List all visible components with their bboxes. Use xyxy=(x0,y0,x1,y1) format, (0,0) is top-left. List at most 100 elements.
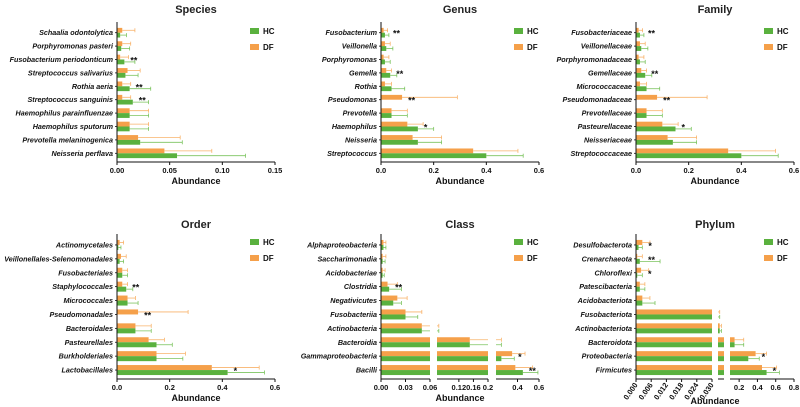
family-bar-hc xyxy=(636,126,676,132)
phylum-x-axis-label: Abundance xyxy=(690,396,739,406)
family-bar-hc xyxy=(636,113,647,118)
family-bar-hc xyxy=(636,72,646,78)
phylum-x-tick-label: 0.8 xyxy=(789,383,799,392)
phylum-category-label: Desulfobacterota xyxy=(573,240,632,249)
species-bar-hc xyxy=(117,72,126,78)
order-bar-df xyxy=(117,253,121,259)
species-significance: ** xyxy=(130,56,138,66)
phylum-legend-df-swatch xyxy=(764,255,773,261)
species-bar-hc xyxy=(117,153,178,159)
genus-x-tick-label: 0.0 xyxy=(376,166,386,175)
class-bar-hc xyxy=(381,314,406,320)
phylum-x-tick-label: 0.018 xyxy=(667,381,685,402)
species-bar-df xyxy=(117,81,123,87)
class-x-axis-label: Abundance xyxy=(435,393,484,403)
phylum-bar-df xyxy=(636,239,643,245)
family-category-label: Neisseriaceae xyxy=(584,135,632,144)
family-bar-df xyxy=(636,94,658,100)
species-x-tick-label: 0.05 xyxy=(162,166,177,175)
phylum-category-label: Bacteroidota xyxy=(588,338,632,347)
class-bar-df xyxy=(381,295,398,301)
phylum-bar-hc xyxy=(636,272,638,278)
species-significance: ** xyxy=(136,82,144,92)
order-legend-df-label: DF xyxy=(263,254,274,263)
phylum-legend-hc-label: HC xyxy=(777,238,789,247)
class-x-tick-label: 0.03 xyxy=(398,383,413,392)
family-bar-df xyxy=(636,148,729,154)
class-category-label: Gammaproteobacteria xyxy=(301,352,377,361)
class-bar-hc xyxy=(381,272,383,278)
order-bar-hc xyxy=(117,272,123,278)
family-significance: ** xyxy=(648,29,656,39)
class-x-tick-label: 0.16 xyxy=(466,383,481,392)
species-bar-df xyxy=(117,94,123,100)
order-legend-hc-label: HC xyxy=(263,238,275,247)
family-category-label: Micrococcaceae xyxy=(576,82,632,91)
class-bar-hc xyxy=(381,342,470,348)
family-x-tick-label: 0.4 xyxy=(736,166,747,175)
family-legend-df-label: DF xyxy=(777,43,788,52)
phylum-bar-df xyxy=(636,295,643,301)
class-category-label: Acidobacteriae xyxy=(324,268,377,277)
family-legend-hc-label: HC xyxy=(777,27,789,36)
order-significance: ** xyxy=(144,310,152,320)
family-bar-df xyxy=(636,54,639,60)
family-bar-df xyxy=(636,135,668,140)
class-panel: Class HC DF Alphaproteobacteria Saccharimona… xyxy=(301,219,545,403)
species-bar-hc xyxy=(117,59,125,65)
species-legend-df-swatch xyxy=(250,44,259,50)
genus-legend-df-swatch xyxy=(514,44,523,50)
order-bar-df xyxy=(117,239,120,245)
family-bar-df xyxy=(636,81,640,87)
phylum-x-tick-label: 0.006 xyxy=(637,381,655,402)
family-bar-hc xyxy=(636,153,742,159)
phylum-significance: * xyxy=(648,269,652,279)
order-bar-hc xyxy=(117,300,128,306)
genus-legend-hc-swatch xyxy=(514,28,523,34)
class-title: Class xyxy=(445,219,474,231)
phylum-legend-df-label: DF xyxy=(777,254,788,263)
family-x-tick-label: 0.0 xyxy=(631,166,641,175)
order-bar-df xyxy=(117,281,123,287)
order-category-label: Pasteurellales xyxy=(65,338,113,347)
family-bar-df xyxy=(636,108,647,114)
class-x-tick-label: 0.6 xyxy=(534,383,544,392)
species-bar-hc xyxy=(117,139,141,145)
family-category-label: Prevotellaceae xyxy=(582,109,632,118)
class-category-label: Alphaproteobacteria xyxy=(306,240,377,249)
order-category-label: Micrococcales xyxy=(63,296,113,305)
order-category-label: Actinomycetales xyxy=(55,240,113,249)
species-bar-hc xyxy=(117,46,122,51)
genus-bar-hc xyxy=(381,72,391,78)
species-bar-df xyxy=(117,54,121,60)
phylum-bar-df xyxy=(636,323,720,329)
family-x-tick-label: 0.6 xyxy=(789,166,799,175)
order-category-label: Fusobacteriales xyxy=(58,268,113,277)
phylum-bar-hc xyxy=(636,314,712,320)
genus-bar-df xyxy=(381,27,384,33)
genus-panel: Genus HC DF Fusobacterium ** Veillonella Porph… xyxy=(322,4,544,186)
class-category-label: Actinobacteria xyxy=(326,324,377,333)
family-x-axis-label: Abundance xyxy=(690,176,739,186)
class-x-tick-label: 0.4 xyxy=(512,383,523,392)
genus-bar-df xyxy=(381,41,385,47)
phylum-x-tick-label: 0.4 xyxy=(752,383,763,392)
class-bar-df xyxy=(381,281,388,287)
class-significance: ** xyxy=(395,283,403,293)
class-bar-df xyxy=(381,337,470,343)
species-category-label: Schaalia odontolytica xyxy=(39,28,113,37)
species-bar-df xyxy=(117,148,165,154)
species-category-label: Rothia aeria xyxy=(72,82,113,91)
class-category-label: Saccharimonadia xyxy=(317,254,377,263)
class-significance: ** xyxy=(529,366,537,376)
class-axis-break xyxy=(488,234,496,378)
species-x-axis-label: Abundance xyxy=(171,176,220,186)
genus-category-label: Veillonella xyxy=(342,42,377,51)
phylum-bar-hc xyxy=(636,370,767,376)
order-bar-hc xyxy=(117,356,157,362)
class-bar-df xyxy=(381,253,383,259)
order-bar-hc xyxy=(117,370,228,376)
class-legend-df-swatch xyxy=(514,255,523,261)
family-category-label: Porphyromonadaceae xyxy=(557,55,633,64)
phylum-bar-hc xyxy=(636,328,720,334)
